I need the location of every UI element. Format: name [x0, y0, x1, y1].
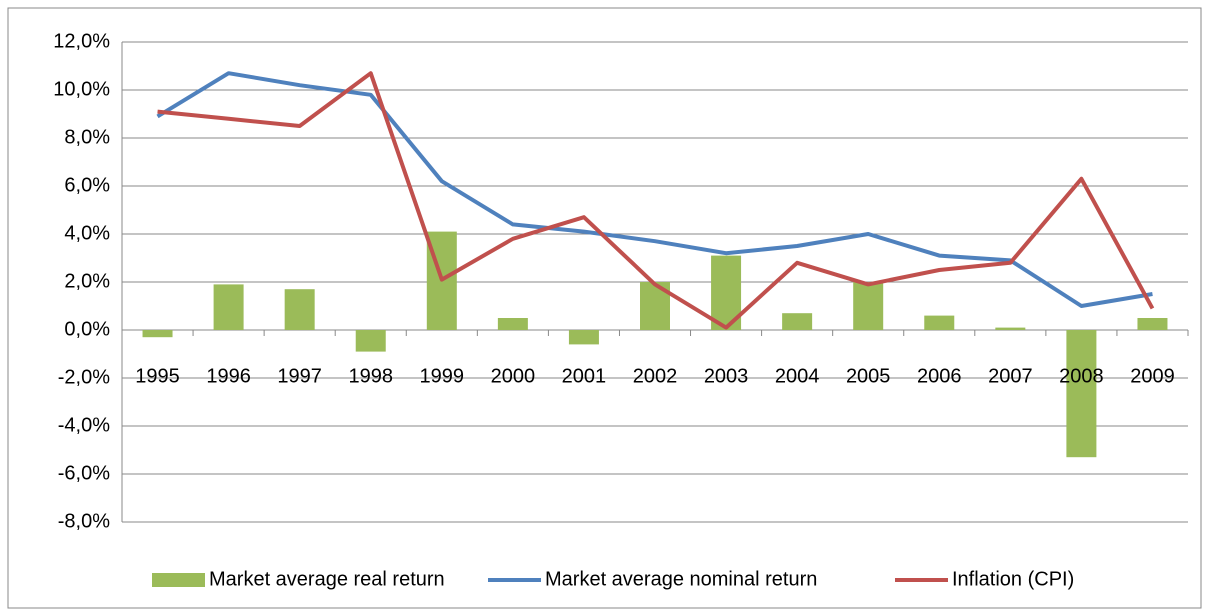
x-tick-label: 2009 [1130, 365, 1175, 387]
legend-label: Inflation (CPI) [952, 568, 1074, 590]
bar [1137, 318, 1168, 330]
bar [853, 282, 884, 330]
y-tick-label: -8,0% [58, 510, 110, 532]
y-tick-label: 10,0% [53, 78, 110, 100]
bar [995, 327, 1026, 330]
legend-swatch [152, 573, 205, 587]
y-tick-label: 12,0% [53, 30, 110, 52]
line [156, 71, 1153, 308]
legend-label: Market average real return [209, 568, 445, 590]
bar [213, 284, 244, 330]
line [157, 71, 1155, 330]
x-tick-label: 2000 [491, 365, 536, 387]
x-tick-label: 2006 [917, 365, 962, 387]
bar [497, 318, 528, 330]
y-tick-label: 0,0% [64, 318, 110, 340]
x-tick-label: 2002 [633, 365, 678, 387]
bar [355, 330, 386, 352]
y-tick-label: 4,0% [64, 222, 110, 244]
x-tick-label: 1996 [206, 365, 251, 387]
x-tick-label: 2004 [775, 365, 820, 387]
bar [568, 330, 599, 345]
y-tick-label: -2,0% [58, 366, 110, 388]
y-tick-label: 8,0% [64, 126, 110, 148]
legend-label: Market average nominal return [545, 568, 817, 590]
x-tick-label: 2001 [562, 365, 607, 387]
y-tick-label: -4,0% [58, 414, 110, 436]
bar [924, 315, 955, 330]
bar [782, 313, 813, 330]
bar [284, 289, 315, 330]
y-tick-label: 6,0% [64, 174, 110, 196]
x-tick-label: 1995 [135, 365, 180, 387]
x-tick-label: 2003 [704, 365, 749, 387]
bar [142, 330, 173, 338]
x-tick-label: 1997 [277, 365, 322, 387]
x-tick-label: 2007 [988, 365, 1033, 387]
x-tick-label: 1999 [420, 365, 465, 387]
x-tick-label: 2005 [846, 365, 891, 387]
chart-frame [7, 7, 1202, 609]
y-tick-label: -6,0% [58, 462, 110, 484]
x-tick-label: 1998 [348, 365, 393, 387]
x-tick-label: 2008 [1059, 365, 1104, 387]
y-tick-label: 2,0% [64, 270, 110, 292]
bar [1066, 330, 1097, 458]
